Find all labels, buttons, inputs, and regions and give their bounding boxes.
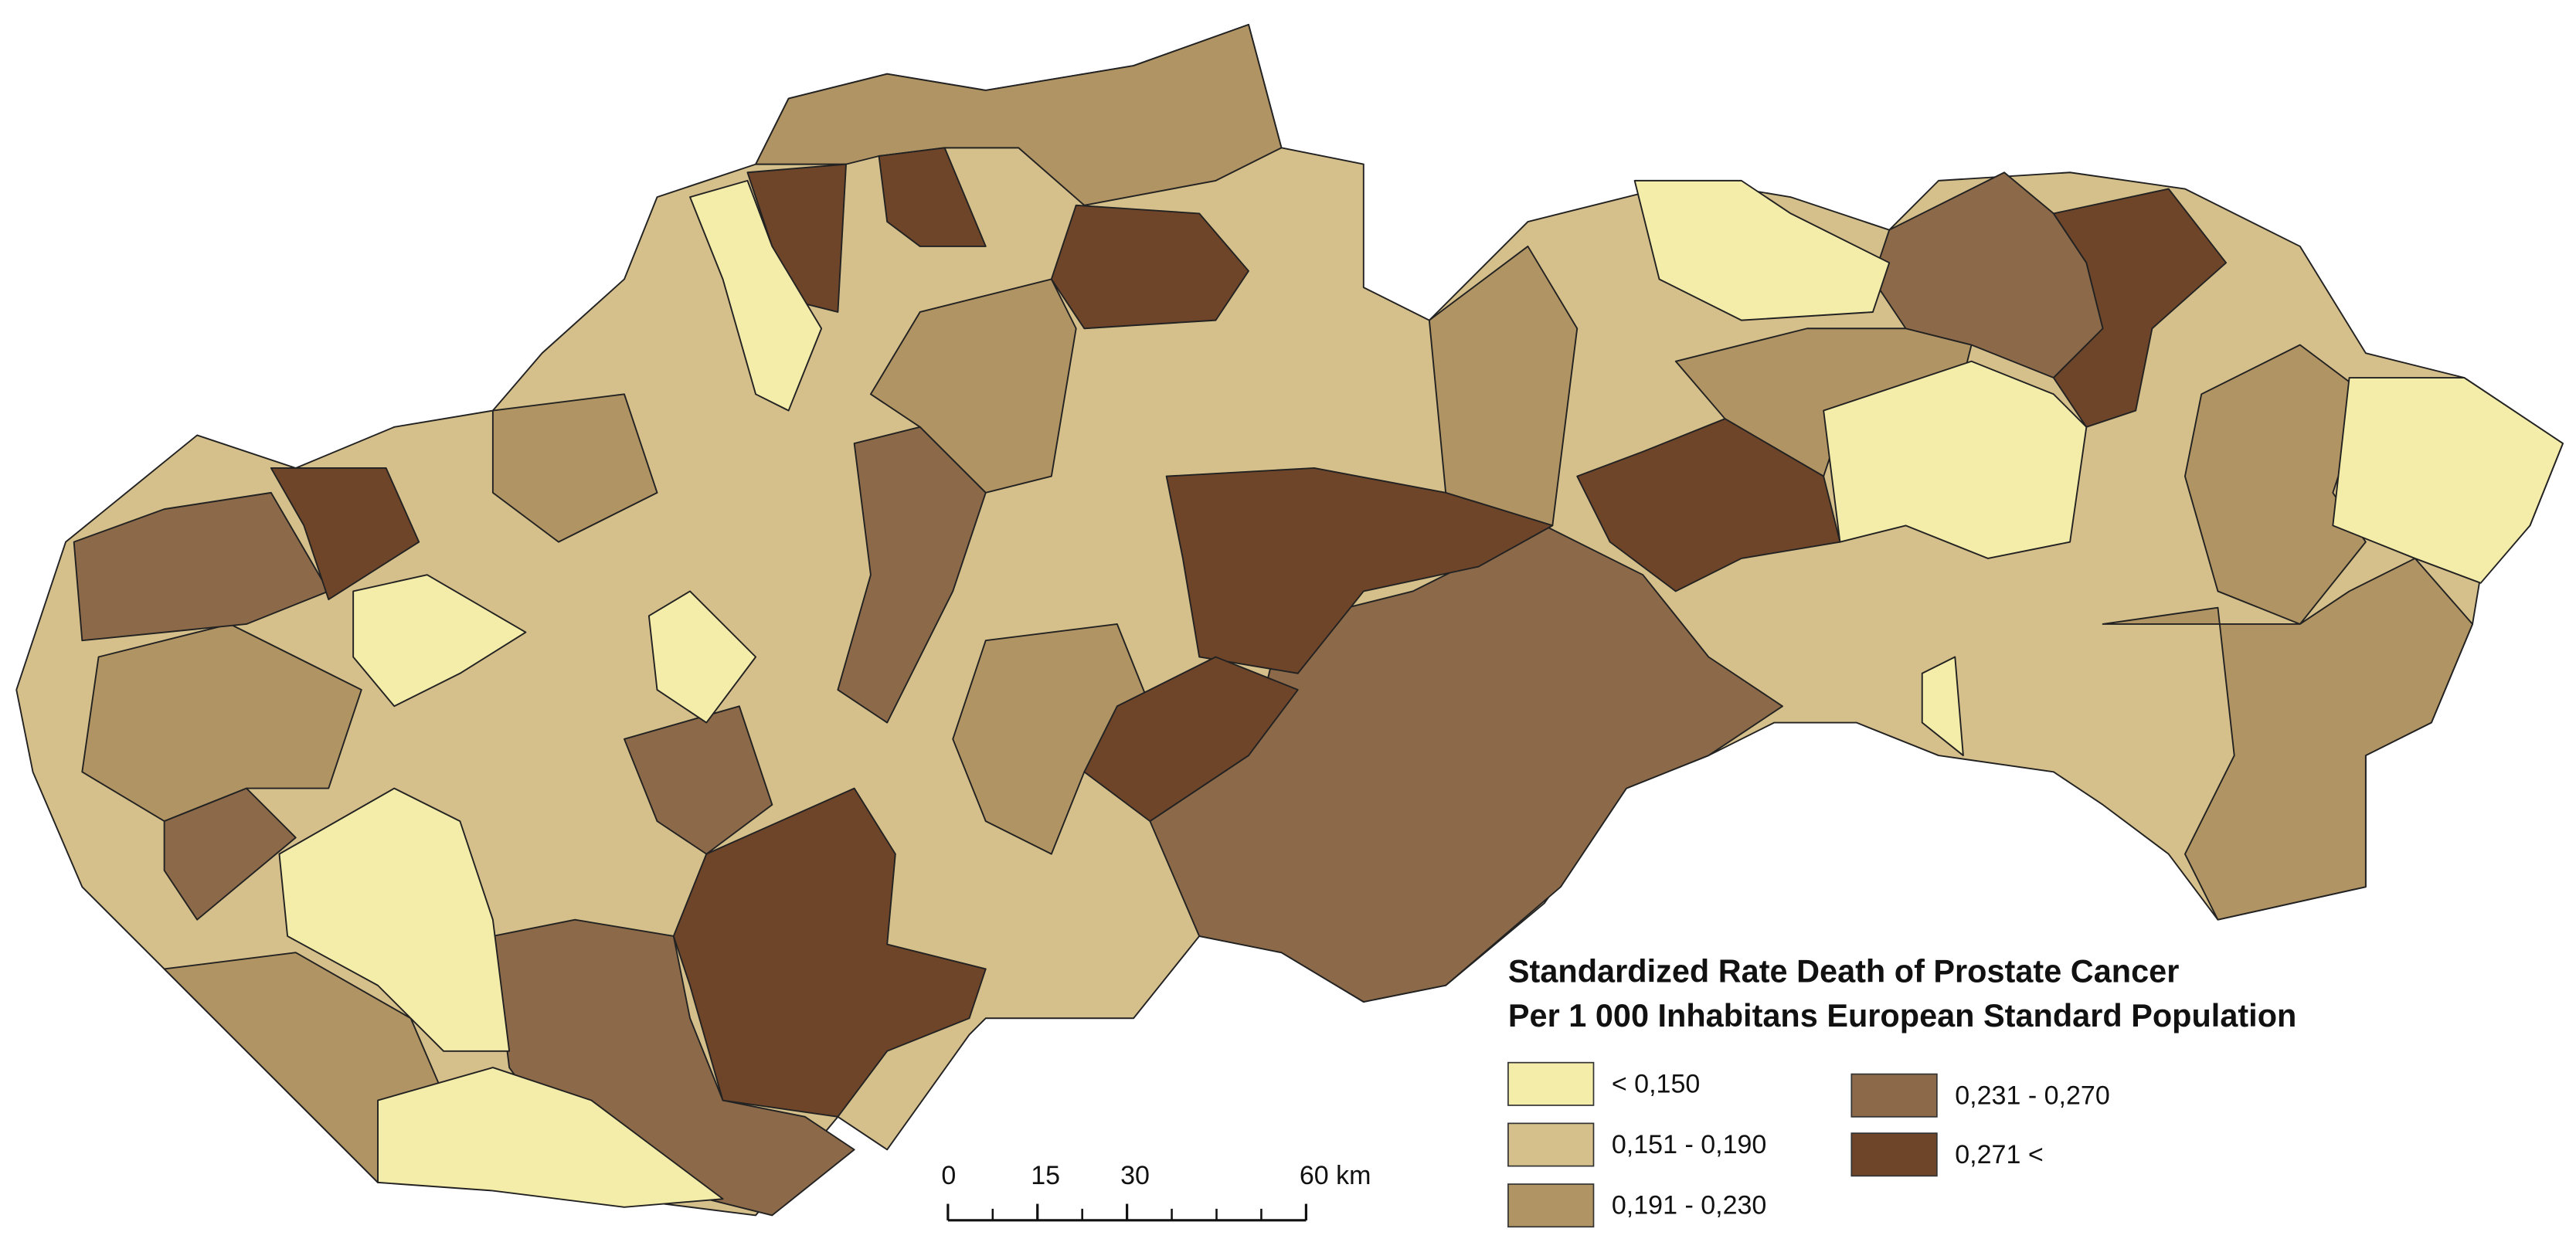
district (837, 426, 987, 724)
district (1165, 467, 1554, 674)
district (2102, 557, 2474, 921)
legend-title: Standardized Rate Death of Prostate Canc… (1508, 952, 2179, 989)
legend-label: < 0,150 (1612, 1069, 1700, 1098)
district (689, 179, 823, 412)
district (1921, 656, 1964, 757)
legend-label: 0,191 - 0,230 (1612, 1191, 1766, 1220)
district (1050, 204, 1249, 330)
district (1083, 656, 1299, 823)
district (1823, 360, 2088, 559)
scale-label: 30 (1120, 1161, 1150, 1190)
district (270, 467, 420, 601)
district (491, 393, 658, 543)
district (2052, 188, 2228, 428)
district (624, 705, 773, 855)
scale-bar: 0 15 30 60 km (941, 1161, 1371, 1222)
district-layer (15, 23, 2564, 1217)
district (869, 278, 1077, 494)
scale-label: 15 (1031, 1161, 1060, 1190)
district (878, 147, 987, 247)
legend-label: 0,151 - 0,190 (1612, 1130, 1766, 1159)
legend-swatch (1850, 1132, 1938, 1177)
legend-title: Per 1 000 Inhabitans European Standard P… (1508, 997, 2296, 1033)
scale-label: 0 (941, 1161, 956, 1190)
district (278, 787, 511, 1052)
district (377, 1067, 724, 1208)
district (952, 623, 1151, 855)
district (81, 623, 362, 823)
district (672, 787, 987, 1118)
scale-label: 60 km (1300, 1161, 1371, 1190)
district (163, 787, 297, 921)
district (1633, 179, 1891, 321)
legend-swatch (1507, 1061, 1595, 1106)
legend-swatch (1850, 1073, 1938, 1118)
legend-swatch (1507, 1183, 1595, 1228)
district (2183, 344, 2367, 625)
district (352, 574, 527, 708)
legend-label: 0,231 - 0,270 (1955, 1081, 2109, 1110)
district (647, 590, 757, 724)
legend-label: 0,271 < (1955, 1140, 2043, 1169)
legend: < 0,150 0,151 - 0,190 0,191 - 0,230 0,231 -… (1507, 1061, 2110, 1228)
legend-swatch (1507, 1122, 1595, 1167)
district (2332, 377, 2564, 584)
